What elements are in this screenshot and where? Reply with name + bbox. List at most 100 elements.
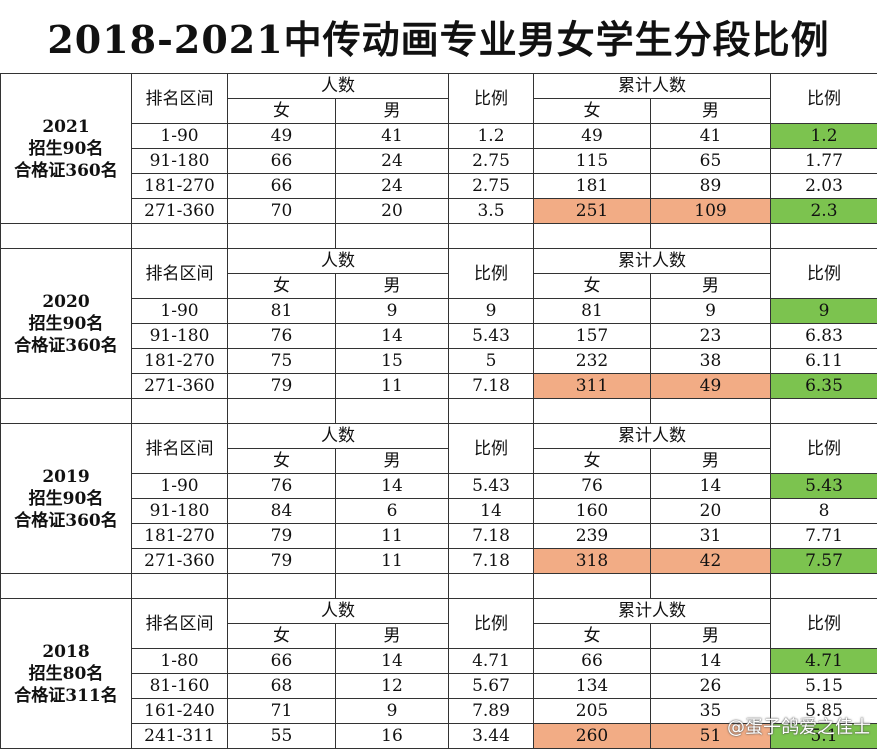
- cum-female-header: 女: [534, 274, 651, 299]
- rank-range: 1-80: [132, 649, 228, 674]
- female-header: 女: [228, 449, 336, 474]
- rank-range: 1-90: [132, 299, 228, 324]
- male-header: 男: [336, 274, 449, 299]
- female-count: 66: [228, 649, 336, 674]
- empty-cell: [132, 574, 228, 599]
- cum-female: 134: [534, 674, 651, 699]
- cum-female: 181: [534, 174, 651, 199]
- male-header: 男: [336, 99, 449, 124]
- ratio-header: 比例: [449, 599, 534, 649]
- rank-range: 81-160: [132, 674, 228, 699]
- empty-cell: [449, 399, 534, 424]
- cum-ratio: 9: [771, 299, 877, 324]
- empty-cell: [534, 399, 651, 424]
- female-header: 女: [228, 624, 336, 649]
- count-header: 人数: [228, 249, 449, 274]
- empty-cell: [534, 224, 651, 249]
- cum-female: 311: [534, 374, 651, 399]
- ratio-header: 比例: [449, 249, 534, 299]
- quota: 招生90名: [1, 313, 131, 335]
- rank-range: 241-311: [132, 724, 228, 749]
- female-count: 75: [228, 349, 336, 374]
- rank-range: 91-180: [132, 499, 228, 524]
- female-count: 79: [228, 549, 336, 574]
- cum-ratio: 5.43: [771, 474, 877, 499]
- cum-male: 31: [651, 524, 771, 549]
- empty-cell: [534, 574, 651, 599]
- empty-cell: [1, 574, 132, 599]
- cum-male: 14: [651, 474, 771, 499]
- count-header: 人数: [228, 599, 449, 624]
- cum-ratio: 6.83: [771, 324, 877, 349]
- male-count: 20: [336, 199, 449, 224]
- male-count: 9: [336, 699, 449, 724]
- cum-female: 49: [534, 124, 651, 149]
- cum-female: 160: [534, 499, 651, 524]
- empty-cell: [228, 399, 336, 424]
- ratio-value: 9: [449, 299, 534, 324]
- cum-male: 9: [651, 299, 771, 324]
- cum-ratio-header: 比例: [771, 74, 877, 124]
- cum-ratio: 7.57: [771, 549, 877, 574]
- cum-female: 251: [534, 199, 651, 224]
- male-count: 9: [336, 299, 449, 324]
- cum-male-header: 男: [651, 274, 771, 299]
- cum-female: 115: [534, 149, 651, 174]
- cum-ratio: 8: [771, 499, 877, 524]
- empty-cell: [771, 224, 877, 249]
- cum-female: 76: [534, 474, 651, 499]
- empty-cell: [771, 399, 877, 424]
- cum-ratio-header: 比例: [771, 249, 877, 299]
- count-header: 人数: [228, 74, 449, 99]
- cum-female-header: 女: [534, 99, 651, 124]
- cum-male: 41: [651, 124, 771, 149]
- female-count: 79: [228, 374, 336, 399]
- empty-cell: [228, 574, 336, 599]
- rank-header: 排名区间: [132, 249, 228, 299]
- cum-male: 23: [651, 324, 771, 349]
- cum-male: 49: [651, 374, 771, 399]
- male-header: 男: [336, 624, 449, 649]
- rank-range: 181-270: [132, 174, 228, 199]
- cum-ratio: 2.03: [771, 174, 877, 199]
- ratio-header: 比例: [449, 424, 534, 474]
- ratio-value: 5.43: [449, 474, 534, 499]
- spacer-row: [1, 574, 877, 599]
- rank-range: 181-270: [132, 349, 228, 374]
- cum-male: 20: [651, 499, 771, 524]
- rank-header: 排名区间: [132, 599, 228, 649]
- empty-cell: [336, 574, 449, 599]
- cum-ratio: 6.35: [771, 374, 877, 399]
- cum-male: 109: [651, 199, 771, 224]
- male-count: 24: [336, 174, 449, 199]
- cum-female-header: 女: [534, 449, 651, 474]
- male-count: 11: [336, 524, 449, 549]
- rank-header: 排名区间: [132, 424, 228, 474]
- quota: 招生90名: [1, 138, 131, 160]
- cum-female: 318: [534, 549, 651, 574]
- rank-range: 91-180: [132, 149, 228, 174]
- cum-female: 239: [534, 524, 651, 549]
- male-header: 男: [336, 449, 449, 474]
- female-header: 女: [228, 99, 336, 124]
- year: 2019: [1, 466, 131, 488]
- year: 2020: [1, 291, 131, 313]
- cum-ratio: 1.2: [771, 124, 877, 149]
- watermark: @蛋子鸽爱之佳士: [727, 713, 871, 739]
- year: 2018: [1, 641, 131, 663]
- ratio-value: 5.43: [449, 324, 534, 349]
- empty-cell: [651, 399, 771, 424]
- empty-cell: [1, 224, 132, 249]
- rank-range: 1-90: [132, 124, 228, 149]
- cum-header: 累计人数: [534, 249, 771, 274]
- quota: 招生90名: [1, 488, 131, 510]
- female-count: 66: [228, 149, 336, 174]
